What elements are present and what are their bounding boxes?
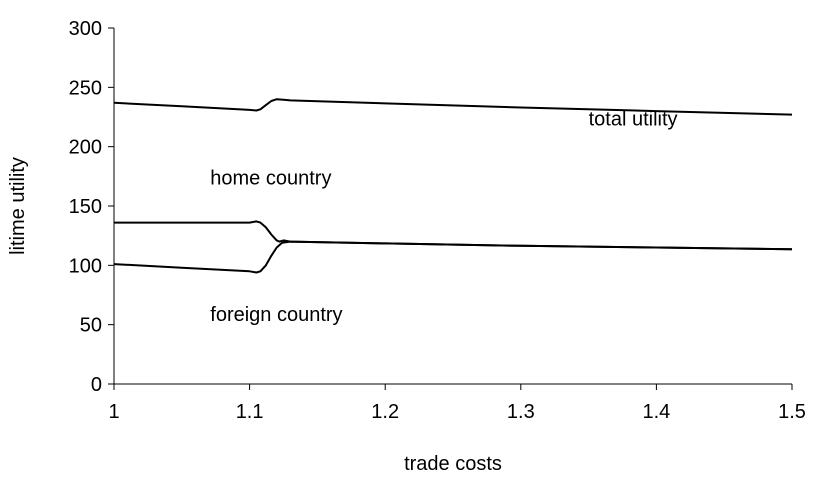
y-tick-label: 150 bbox=[69, 196, 102, 218]
y-tick-label: 50 bbox=[80, 315, 102, 337]
annotation-label: total utility bbox=[589, 108, 678, 130]
series-line-1 bbox=[113, 98, 793, 116]
x-tick-label: 1.3 bbox=[507, 401, 535, 423]
x-tick-label: 1 bbox=[108, 401, 119, 423]
x-axis-title: trade costs bbox=[404, 453, 502, 475]
y-tick-label: 100 bbox=[69, 255, 102, 277]
y-tick-label: 300 bbox=[69, 18, 102, 40]
x-tick-label: 1.1 bbox=[236, 401, 264, 423]
y-axis-ticks: 0 50 100 150 200 250 300 bbox=[69, 18, 114, 396]
x-axis-ticks: 1 1.1 1.2 1.3 1.4 1.5 bbox=[108, 384, 806, 423]
annotation-label: home country bbox=[210, 168, 331, 190]
annotation-label: foreign country bbox=[210, 304, 342, 326]
plot-lines bbox=[113, 98, 793, 274]
x-tick-label: 1.4 bbox=[642, 401, 670, 423]
y-axis-title: litime utility bbox=[7, 157, 29, 255]
series-line-3 bbox=[113, 240, 793, 274]
x-tick-label: 1.5 bbox=[778, 401, 806, 423]
y-tick-label: 250 bbox=[69, 77, 102, 99]
y-tick-label: 0 bbox=[91, 374, 102, 396]
x-tick-label: 1.2 bbox=[371, 401, 399, 423]
y-tick-label: 200 bbox=[69, 137, 102, 159]
annotations: total utility home country foreign country bbox=[210, 108, 677, 326]
